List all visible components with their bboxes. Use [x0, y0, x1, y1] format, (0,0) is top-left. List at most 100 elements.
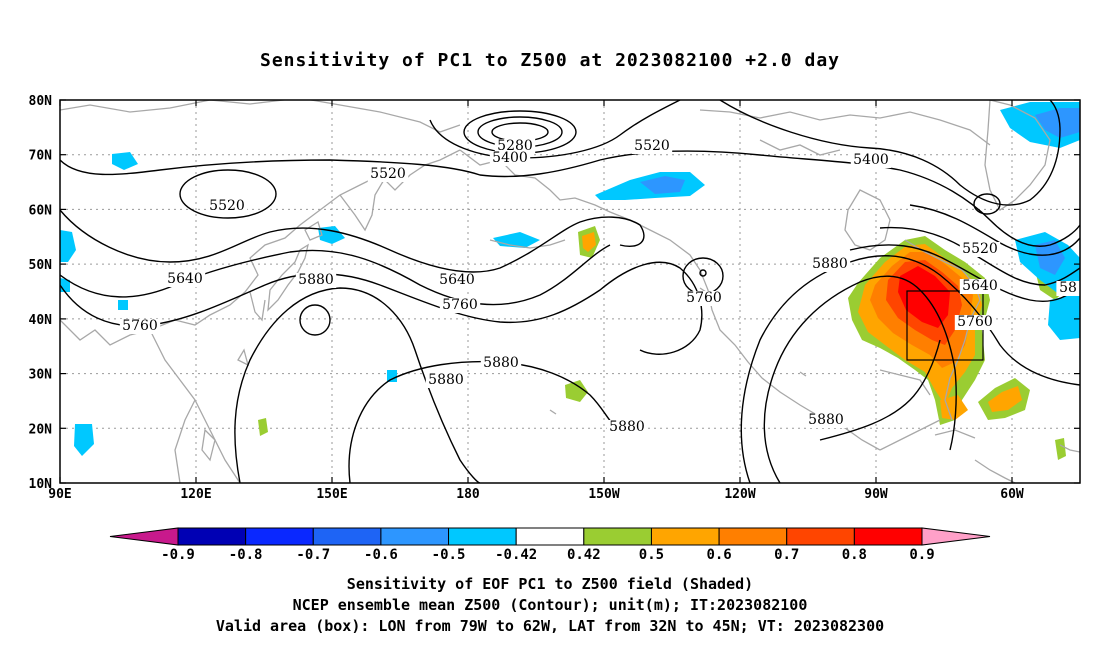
lon-label-90e: 90E: [48, 487, 71, 502]
contour-label: 5280: [497, 138, 533, 154]
contour-label: 5520: [634, 138, 670, 154]
caption-line-3: Valid area (box): LON from 79W to 62W, L…: [215, 617, 885, 635]
negative-anomaly-patch: [1035, 240, 1065, 275]
contour-label: 5640: [167, 271, 203, 287]
positive-anomaly-patch: [565, 380, 588, 402]
contour-label: 5880: [609, 419, 645, 435]
colorbar-swatch: [718, 527, 788, 546]
colorbar-tick-label: -0.9: [161, 547, 195, 563]
negative-anomaly-patch: [1048, 295, 1080, 340]
colorbar-tick-label: 0.6: [706, 547, 731, 563]
contour-label-bg: [367, 167, 409, 182]
negative-anomaly-patch: [112, 152, 138, 170]
lat-label-10n: 10N: [29, 477, 53, 492]
colorbar-tick-label: 0.9: [909, 547, 934, 563]
lon-label-120w: 120W: [724, 487, 755, 502]
colorbar-tick-label: 0.5: [639, 547, 664, 563]
contour-label-bg: [425, 373, 467, 388]
contour-label-bg: [959, 279, 1001, 294]
longitude-labels: 90E 120E 150E 180 150W 120W 90W 60W: [48, 487, 1024, 502]
contour-label-bg: [850, 153, 892, 168]
contour-label: 5880: [483, 355, 519, 371]
colorbar-swatch: [177, 527, 247, 546]
axis-ticks: [59, 99, 1080, 484]
negative-anomaly-patch: [74, 424, 94, 456]
map-frame: [59, 99, 1081, 484]
colorbar-swatch: [448, 527, 517, 546]
contour-label-bg: [809, 257, 851, 272]
colorbar-swatch: [786, 527, 855, 546]
positive-anomaly-patch: [988, 386, 1022, 412]
contour-label-bg: [295, 273, 337, 288]
lat-label-20n: 20N: [29, 422, 53, 437]
contour-label-bg: [954, 315, 996, 330]
contour-label: 5880: [812, 256, 848, 272]
contour-label: 5520: [962, 241, 998, 257]
contour-label: 5400: [853, 152, 889, 168]
lon-label-150w: 150W: [588, 487, 619, 502]
positive-anomaly-patch: [258, 418, 268, 436]
colorbar-swatch: [380, 527, 450, 546]
colorbar-swatch: [312, 527, 382, 546]
colorbar-tick-label: -0.5: [432, 547, 466, 563]
colorbar-tick-label: 0.7: [774, 547, 799, 563]
lat-label-50n: 50N: [29, 258, 53, 273]
positive-anomaly-patch: [582, 232, 596, 252]
contour-label-bg: [480, 356, 522, 371]
contour-label-bg: [206, 199, 248, 214]
contour-label-bg: [119, 319, 161, 334]
contour-label-bg: [683, 291, 725, 306]
negative-anomaly-patch: [118, 300, 128, 310]
contour-label-bg: [439, 298, 481, 313]
contour-label: 5520: [370, 166, 406, 182]
lat-label-40n: 40N: [29, 313, 53, 328]
colorbar-tick-label: 0.42: [567, 547, 601, 563]
contour-label-bg: [1056, 281, 1080, 296]
contour-label: 5640: [962, 278, 998, 294]
colorbar-tick-label: -0.6: [364, 547, 398, 563]
colorbar-swatch: [583, 527, 652, 546]
colorbar: -0.9 -0.8 -0.7 -0.6 -0.5 -0.42 0.42 0.5 0.6 0.7 0.…: [109, 527, 991, 563]
contour-label: 5880: [808, 412, 844, 428]
colorbar-tick-label: -0.8: [229, 547, 263, 563]
colorbar-max-triangle: [921, 527, 991, 546]
contour-label-bg: [631, 139, 673, 154]
lat-label-70n: 70N: [29, 149, 53, 164]
lon-label-150e: 150E: [316, 487, 347, 502]
negative-anomaly-patch: [640, 176, 685, 194]
contour-label-bg: [959, 242, 1001, 257]
contour-label: 5640: [439, 272, 475, 288]
negative-anomaly-patch: [387, 370, 397, 382]
latitude-labels: 80N 70N 60N 50N 40N 30N 20N 10N: [29, 94, 53, 492]
colorbar-tick-label: -0.42: [495, 547, 537, 563]
contour-label-bg: [489, 151, 531, 166]
contour-label-bg: [436, 273, 478, 288]
lon-label-120e: 120E: [180, 487, 211, 502]
negative-anomaly-patch: [1035, 108, 1080, 138]
lon-label-90w: 90W: [864, 487, 888, 502]
colorbar-tick-label: 0.8: [842, 547, 867, 563]
colorbar-swatch: [245, 527, 314, 546]
contour-label: 5880: [298, 272, 334, 288]
positive-anomaly-patch: [940, 395, 968, 420]
contour-label: 5400: [492, 150, 528, 166]
lat-label-30n: 30N: [29, 368, 53, 383]
caption-line-2: NCEP ensemble mean Z500 (Contour); unit(…: [292, 596, 808, 614]
contour-label-bg: [606, 420, 648, 435]
lon-label-60w: 60W: [1000, 487, 1024, 502]
contour-label: 5760: [957, 314, 993, 330]
contour-label-bg: [805, 413, 847, 428]
negative-anomaly-patch: [318, 226, 345, 244]
positive-anomaly-patch: [1055, 438, 1066, 460]
colorbar-tick-label: -0.7: [296, 547, 330, 563]
caption: Sensitivity of EOF PC1 to Z500 field (Sh…: [0, 574, 1100, 637]
contour-label: 5760: [686, 290, 722, 306]
caption-line-1: Sensitivity of EOF PC1 to Z500 field (Sh…: [346, 575, 754, 593]
contour-label-bg: [494, 139, 536, 154]
lon-label-180: 180: [456, 487, 480, 502]
negative-anomaly-patch: [60, 230, 76, 262]
lat-label-60n: 60N: [29, 203, 53, 218]
colorbar-swatch: [515, 527, 585, 546]
